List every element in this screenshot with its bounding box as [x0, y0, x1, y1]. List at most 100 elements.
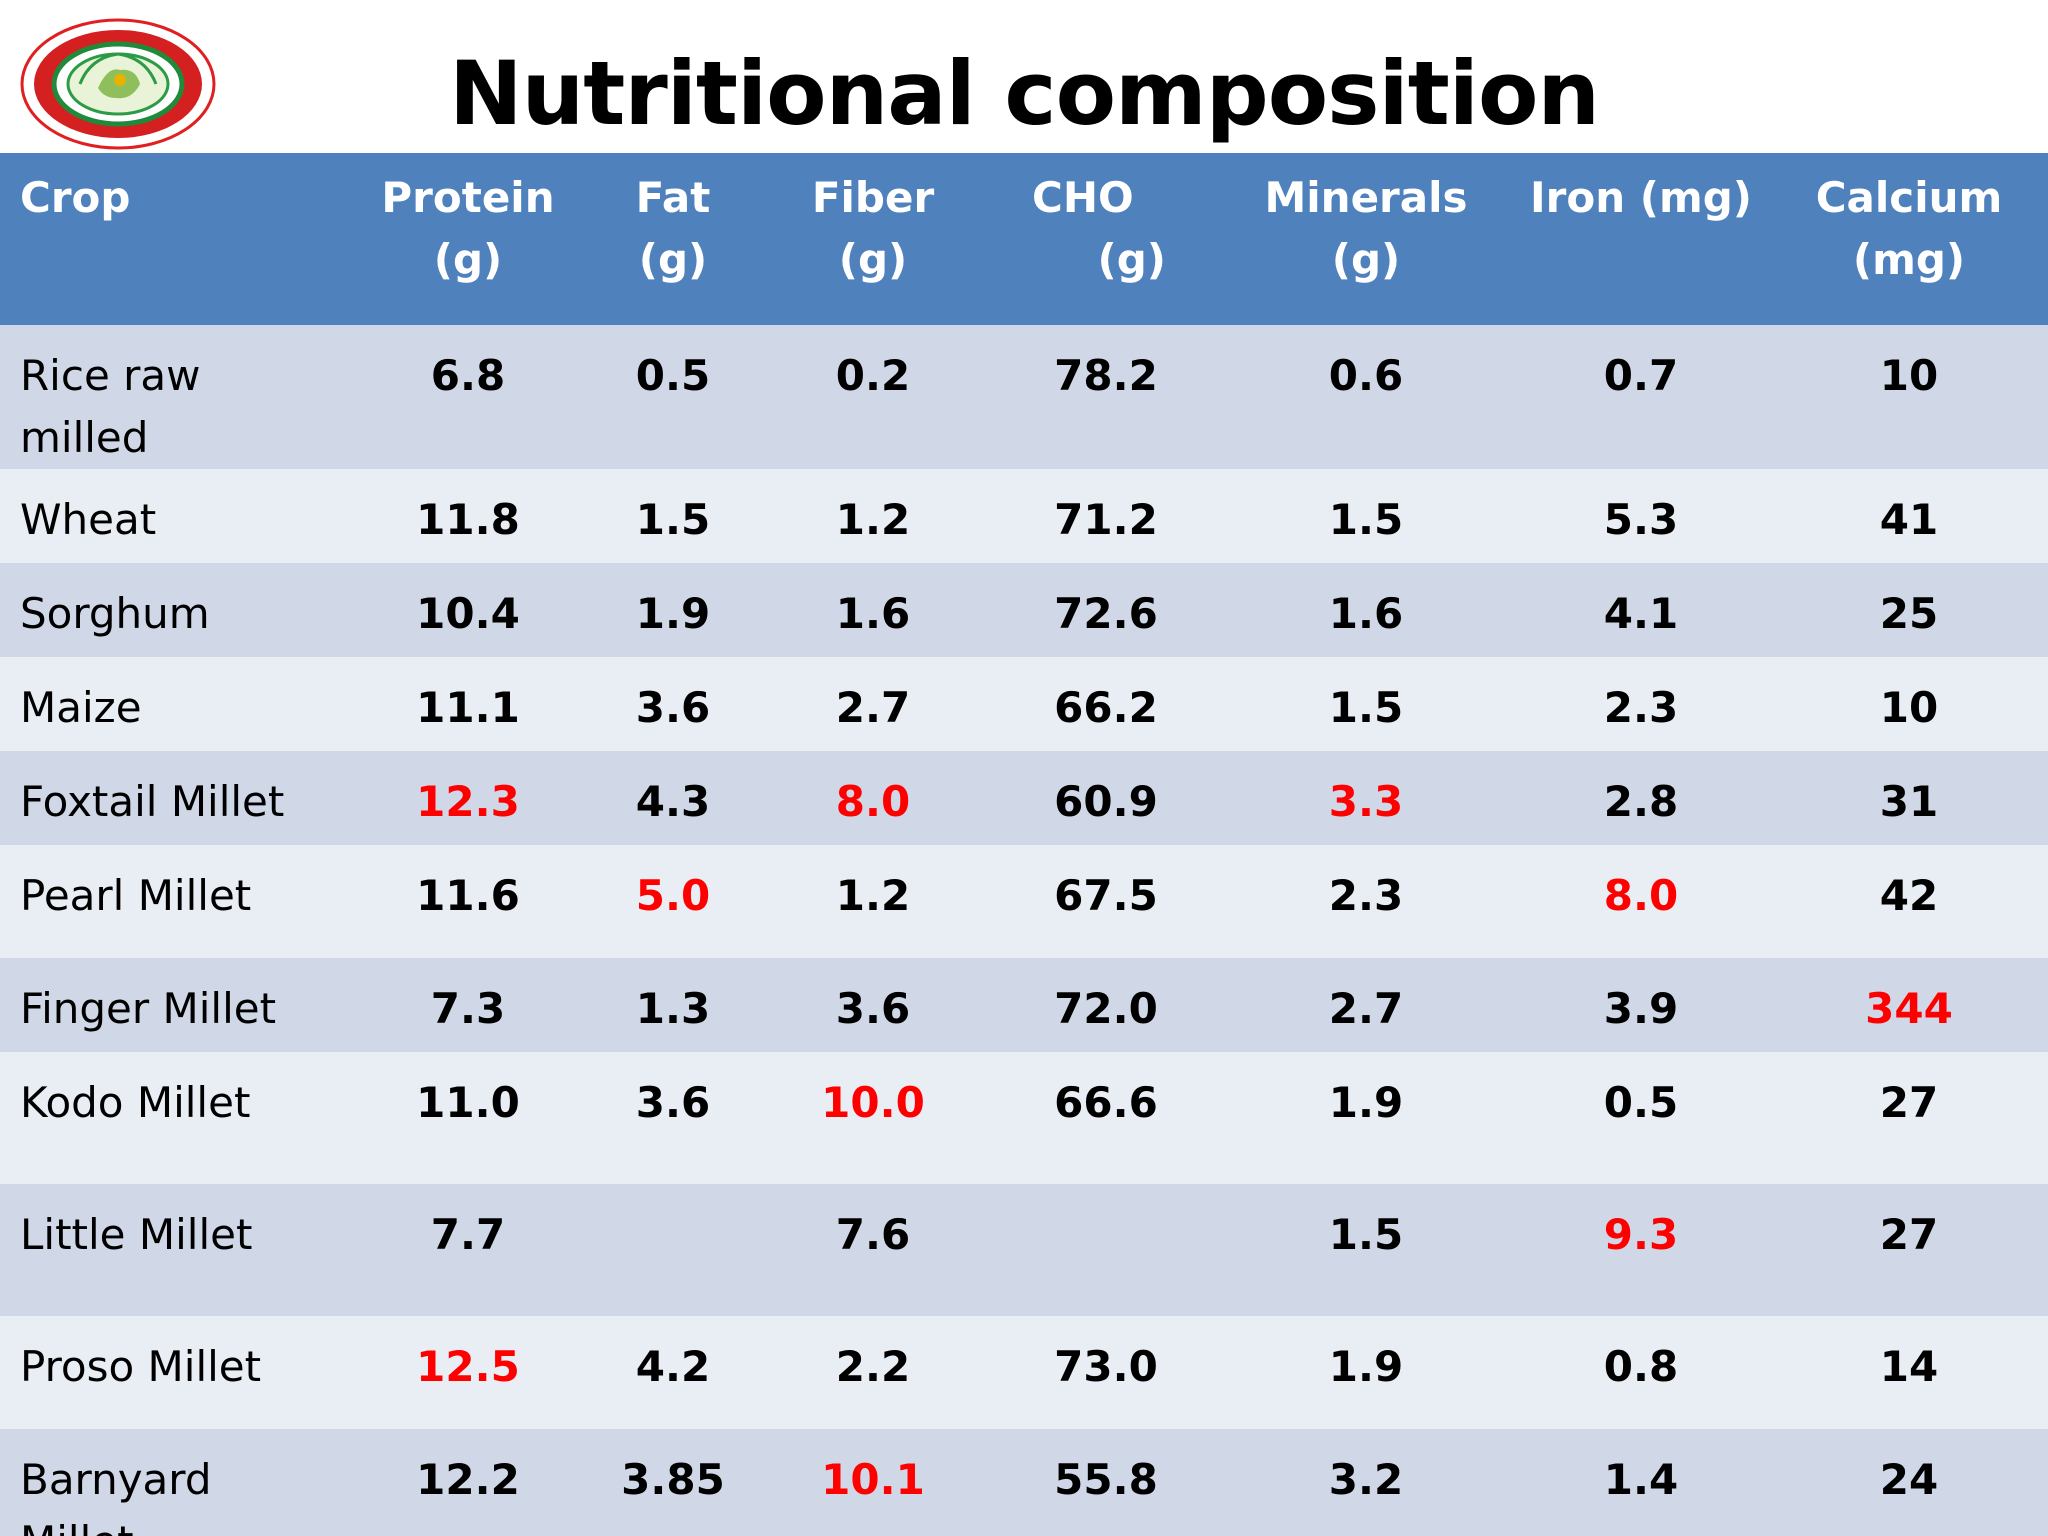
slide-title: Nutritional composition — [448, 42, 1600, 145]
cell-protein: 11.0 — [344, 1052, 592, 1184]
table-row: Sorghum 10.4 1.9 1.6 72.6 1.6 4.1 25 — [0, 563, 2048, 657]
table-header-row: Crop Protein (g) Fat (g) Fiber (g) CHO (… — [0, 153, 2048, 325]
cell-crop: Pearl Millet — [0, 845, 344, 958]
table-row: Little Millet 7.7 7.6 1.5 9.3 27 — [0, 1184, 2048, 1316]
table-row: Pearl Millet 11.6 5.0 1.2 67.5 2.3 8.0 42 — [0, 845, 2048, 958]
cell-cho: 55.8 — [992, 1429, 1220, 1536]
cell-crop: Sorghum — [0, 563, 344, 657]
cell-iron: 2.8 — [1512, 751, 1770, 845]
cell-protein: 6.8 — [344, 325, 592, 469]
cell-crop: Foxtail Millet — [0, 751, 344, 845]
column-header-cho: CHO (g) — [992, 153, 1220, 325]
cell-iron: 8.0 — [1512, 845, 1770, 958]
column-header-protein: Protein (g) — [344, 153, 592, 325]
cell-fiber: 1.2 — [754, 469, 992, 563]
cell-cho — [992, 1184, 1220, 1316]
table-row: Wheat 11.8 1.5 1.2 71.2 1.5 5.3 41 — [0, 469, 2048, 563]
cell-cho: 66.6 — [992, 1052, 1220, 1184]
cell-calcium: 31 — [1770, 751, 2048, 845]
cell-calcium: 27 — [1770, 1052, 2048, 1184]
cell-fat: 4.2 — [592, 1316, 754, 1429]
cell-protein: 10.4 — [344, 563, 592, 657]
cell-calcium: 14 — [1770, 1316, 2048, 1429]
cell-cho: 66.2 — [992, 657, 1220, 751]
cell-iron: 9.3 — [1512, 1184, 1770, 1316]
cell-fat: 0.5 — [592, 325, 754, 469]
cell-fat: 3.6 — [592, 1052, 754, 1184]
cell-cho: 67.5 — [992, 845, 1220, 958]
cell-calcium: 10 — [1770, 657, 2048, 751]
cell-fiber: 7.6 — [754, 1184, 992, 1316]
cell-minerals: 1.9 — [1220, 1316, 1512, 1429]
column-header-fat: Fat (g) — [592, 153, 754, 325]
cell-fiber: 2.2 — [754, 1316, 992, 1429]
table-row: Finger Millet 7.3 1.3 3.6 72.0 2.7 3.9 344 — [0, 958, 2048, 1052]
cell-calcium: 41 — [1770, 469, 2048, 563]
cell-minerals: 1.6 — [1220, 563, 1512, 657]
cell-iron: 3.9 — [1512, 958, 1770, 1052]
cell-protein: 11.1 — [344, 657, 592, 751]
cell-calcium: 27 — [1770, 1184, 2048, 1316]
cell-calcium: 10 — [1770, 325, 2048, 469]
cell-fat — [592, 1184, 754, 1316]
cell-minerals: 1.5 — [1220, 469, 1512, 563]
cell-iron: 0.7 — [1512, 325, 1770, 469]
cell-fat: 4.3 — [592, 751, 754, 845]
cell-calcium: 42 — [1770, 845, 2048, 958]
table-row: Maize 11.1 3.6 2.7 66.2 1.5 2.3 10 — [0, 657, 2048, 751]
cell-protein: 11.6 — [344, 845, 592, 958]
nutrition-table: Crop Protein (g) Fat (g) Fiber (g) CHO (… — [0, 153, 2048, 1536]
column-header-crop: Crop — [0, 153, 344, 325]
table-row: Rice raw milled 6.8 0.5 0.2 78.2 0.6 0.7 10 — [0, 325, 2048, 469]
cell-protein: 7.3 — [344, 958, 592, 1052]
cell-iron: 1.4 — [1512, 1429, 1770, 1536]
cell-iron: 4.1 — [1512, 563, 1770, 657]
cell-calcium: 25 — [1770, 563, 2048, 657]
cell-crop: Kodo Millet — [0, 1052, 344, 1184]
cell-fat: 3.6 — [592, 657, 754, 751]
cell-cho: 71.2 — [992, 469, 1220, 563]
cell-crop: Maize — [0, 657, 344, 751]
cell-protein: 7.7 — [344, 1184, 592, 1316]
cell-minerals: 3.3 — [1220, 751, 1512, 845]
table-row: Kodo Millet 11.0 3.6 10.0 66.6 1.9 0.5 27 — [0, 1052, 2048, 1184]
cell-protein: 11.8 — [344, 469, 592, 563]
cell-fiber: 8.0 — [754, 751, 992, 845]
cell-minerals: 3.2 — [1220, 1429, 1512, 1536]
cell-iron: 0.8 — [1512, 1316, 1770, 1429]
cell-protein: 12.5 — [344, 1316, 592, 1429]
cell-crop: Rice raw milled — [0, 325, 344, 469]
cell-crop: Barnyard Millet — [0, 1429, 344, 1536]
table-row: Foxtail Millet 12.3 4.3 8.0 60.9 3.3 2.8 31 — [0, 751, 2048, 845]
cell-iron: 2.3 — [1512, 657, 1770, 751]
cell-fat: 1.5 — [592, 469, 754, 563]
cell-calcium: 344 — [1770, 958, 2048, 1052]
cell-minerals: 2.3 — [1220, 845, 1512, 958]
cell-cho: 78.2 — [992, 325, 1220, 469]
cell-minerals: 0.6 — [1220, 325, 1512, 469]
cell-cho: 73.0 — [992, 1316, 1220, 1429]
column-header-calcium: Calcium (mg) — [1770, 153, 2048, 325]
cell-calcium: 24 — [1770, 1429, 2048, 1536]
cell-crop: Finger Millet — [0, 958, 344, 1052]
column-header-minerals: Minerals (g) — [1220, 153, 1512, 325]
cell-cho: 72.6 — [992, 563, 1220, 657]
cell-fat: 3.85 — [592, 1429, 754, 1536]
column-header-iron: Iron (mg) — [1512, 153, 1770, 325]
cell-fat: 1.9 — [592, 563, 754, 657]
university-logo — [20, 18, 216, 150]
cell-iron: 0.5 — [1512, 1052, 1770, 1184]
cell-protein: 12.3 — [344, 751, 592, 845]
cell-iron: 5.3 — [1512, 469, 1770, 563]
cell-fiber: 1.6 — [754, 563, 992, 657]
cell-fat: 5.0 — [592, 845, 754, 958]
cell-protein: 12.2 — [344, 1429, 592, 1536]
cell-fiber: 0.2 — [754, 325, 992, 469]
cell-crop: Little Millet — [0, 1184, 344, 1316]
cell-fiber: 1.2 — [754, 845, 992, 958]
cell-fiber: 2.7 — [754, 657, 992, 751]
cell-fiber: 10.1 — [754, 1429, 992, 1536]
cell-crop: Proso Millet — [0, 1316, 344, 1429]
